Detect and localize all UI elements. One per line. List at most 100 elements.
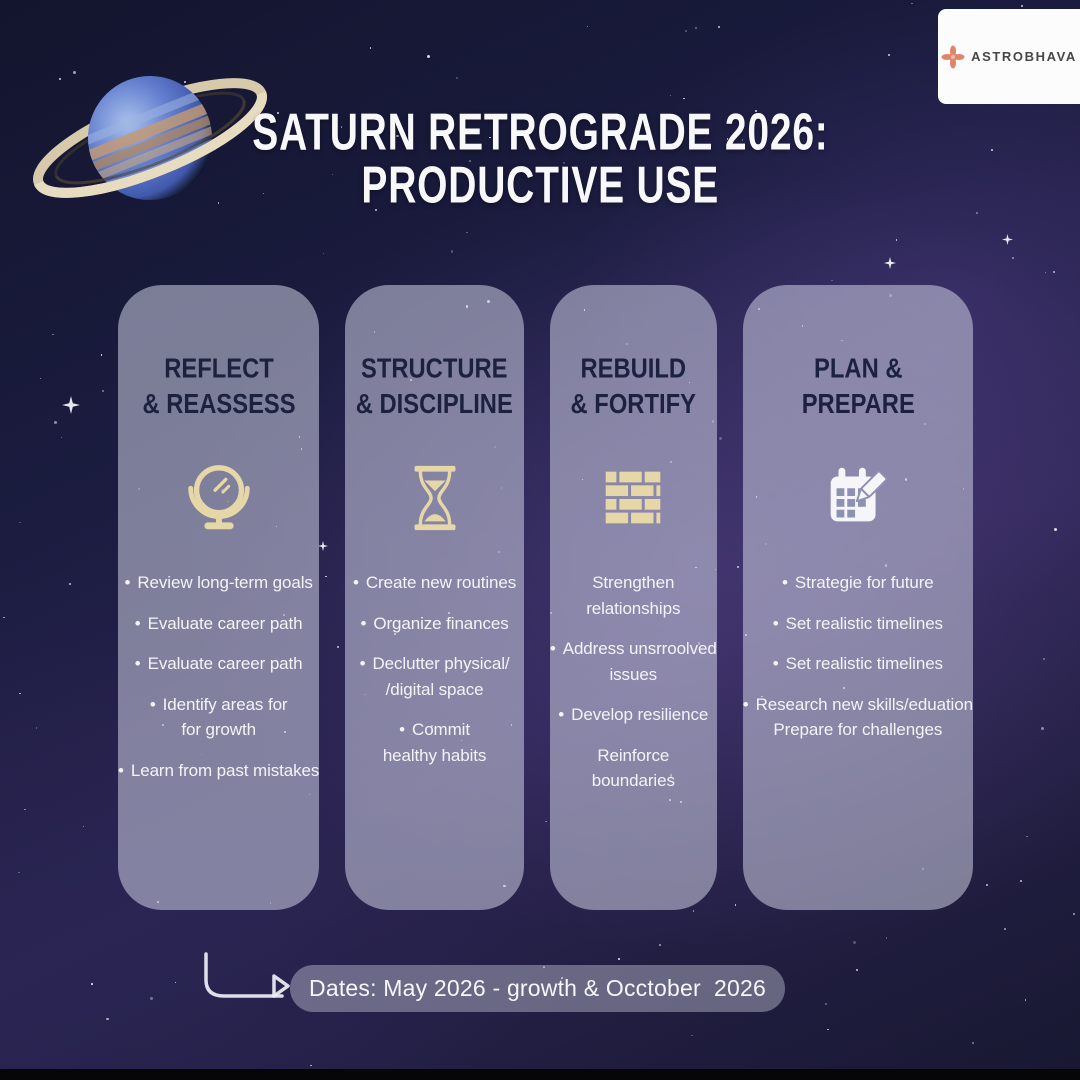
bullet-dot: • <box>549 639 556 659</box>
list-item: • Create new routines <box>345 570 524 596</box>
dates-label: Dates: May 2026 - growth & Occtober 2026 <box>309 975 766 1001</box>
star-dot <box>561 977 563 979</box>
star-dot <box>466 231 468 234</box>
star-dot <box>469 160 471 162</box>
star-dot <box>683 97 685 100</box>
star-dot <box>755 110 758 113</box>
list-item: • Set realistic timelines <box>743 651 973 677</box>
star-dot <box>35 727 37 729</box>
star-dot <box>91 983 93 985</box>
card-list: Strengthen relationships • Address unsrrool… <box>550 570 717 809</box>
card-rebuild-fortify: REBUILD & FORTIFY Strengthen relationships… <box>549 285 717 910</box>
star-dot <box>19 692 21 695</box>
star-dot <box>1073 912 1076 916</box>
card-list: • Review long-term goals • Evaluate career … <box>118 570 319 798</box>
star-dot <box>885 937 888 939</box>
bullet-dot: • <box>118 760 124 780</box>
star-dot <box>1040 726 1044 730</box>
star-dot <box>1003 927 1006 930</box>
star-dot <box>325 575 327 578</box>
list-item: • Declutter physical//digital space <box>345 651 524 702</box>
logo-box: ASTROBHAVA <box>938 9 1080 104</box>
star-dot <box>72 70 76 74</box>
star-dot <box>824 1003 828 1006</box>
star-dot <box>52 333 54 336</box>
star-dot <box>717 25 720 28</box>
saturn-planet-icon <box>33 76 267 200</box>
card-title: PLAN & PREPARE <box>801 353 915 419</box>
star-dot <box>991 149 994 152</box>
star-dot <box>543 966 545 968</box>
star-dot <box>24 808 26 811</box>
star-dot <box>1024 999 1026 1001</box>
card-list: • Strategie for future • Set realistic time… <box>743 570 973 758</box>
bullet-dot: • <box>399 720 406 740</box>
star-dot <box>545 192 548 195</box>
cards-row: REFLECT & REASSESS • Review long-term goal… <box>118 285 973 910</box>
star-dot <box>853 941 856 945</box>
star-dot <box>586 25 589 28</box>
star-dot <box>337 645 340 648</box>
bullet-dot: • <box>359 654 366 674</box>
star-dot <box>972 1042 974 1044</box>
list-item: Strengthen relationships <box>586 573 681 618</box>
star-dot <box>741 139 744 141</box>
mirror-icon <box>180 458 258 538</box>
page-title: SATURN RETROGRADE 2026: PRODUCTIVE USE <box>0 102 1080 215</box>
star-dot <box>975 211 979 214</box>
list-item: • Strategie for future <box>743 570 973 596</box>
bullet-dot: • <box>124 573 131 593</box>
star-dot <box>669 94 672 97</box>
list-item: • Set realistic timelines <box>743 611 973 637</box>
star-dot <box>719 437 722 441</box>
star-dot <box>149 997 153 1001</box>
star-dot <box>53 421 57 424</box>
star-dot <box>100 354 103 356</box>
page-title-line2: PRODUCTIVE USE <box>361 155 719 215</box>
card-title: REBUILD & FORTIFY <box>570 353 696 419</box>
star-dot <box>1012 257 1014 259</box>
bottom-black-bar <box>0 1069 1080 1080</box>
logo-text: ASTROBHAVA <box>971 49 1077 64</box>
star-dot <box>82 825 85 828</box>
bullet-dot: • <box>772 654 779 674</box>
bullet-dot: • <box>558 705 565 725</box>
sparkle-star-icon <box>1002 232 1013 250</box>
star-dot <box>895 239 897 241</box>
star-dot <box>887 53 890 56</box>
calendar-pencil-icon <box>819 458 897 538</box>
star-dot <box>340 126 343 128</box>
star-dot <box>618 958 620 960</box>
star-dot <box>986 883 989 886</box>
brick-wall-icon <box>594 458 672 538</box>
star-dot <box>695 26 698 29</box>
star-dot <box>331 173 334 176</box>
star-dot <box>545 820 547 823</box>
star-dot <box>736 565 739 569</box>
star-dot <box>1053 528 1057 532</box>
star-dot <box>174 981 177 984</box>
star-dot <box>69 583 72 586</box>
list-item: • Commit healthy habits <box>345 717 524 768</box>
star-dot <box>310 1064 312 1067</box>
list-item: • Identify areas for for growth <box>118 692 319 743</box>
list-item: • Research new skills/eduation Prepare for… <box>743 692 973 743</box>
list-item: • Review long-term goals <box>118 570 319 596</box>
star-dot <box>685 30 687 32</box>
bullet-dot: • <box>134 613 141 633</box>
star-dot <box>562 162 565 165</box>
star-dot <box>3 616 5 618</box>
card-plan-prepare: PLAN & PREPARE • Strategie for future • Set … <box>742 285 973 910</box>
star-dot <box>262 192 265 195</box>
page-title-line1: SATURN RETROGRADE 2026: <box>251 102 829 162</box>
star-dot <box>19 521 21 524</box>
flower-icon <box>941 45 965 68</box>
star-dot <box>375 209 377 211</box>
sparkle-star-icon <box>318 538 328 556</box>
star-dot <box>911 2 913 4</box>
star-dot <box>1052 271 1055 274</box>
card-title: REFLECT & REASSESS <box>142 353 296 419</box>
star-dot <box>1042 658 1045 661</box>
bullet-dot: • <box>149 694 156 714</box>
list-item: • Evaluate career path <box>118 611 319 637</box>
